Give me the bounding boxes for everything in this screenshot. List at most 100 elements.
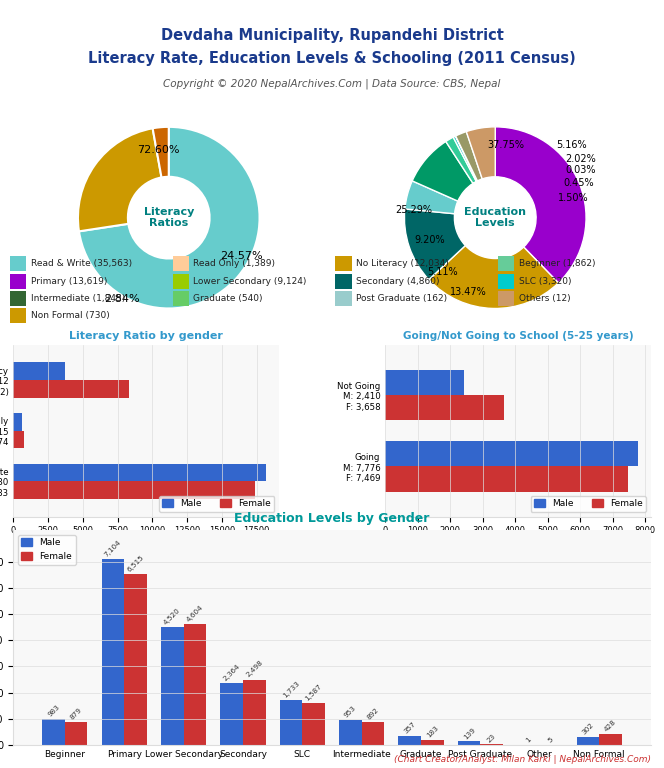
Text: 23: 23 (486, 733, 497, 743)
Text: 953: 953 (343, 705, 357, 719)
Bar (385, 395, 504, 420)
Wedge shape (412, 141, 473, 201)
Bar (173, 257, 189, 271)
Bar (65, 722, 88, 745)
Text: 983: 983 (46, 704, 60, 718)
Wedge shape (429, 246, 558, 309)
Text: 6,515: 6,515 (126, 554, 145, 573)
Text: 1.50%: 1.50% (558, 193, 589, 203)
Bar (398, 736, 421, 745)
Bar (243, 680, 266, 745)
Wedge shape (456, 136, 477, 181)
Text: 13.47%: 13.47% (450, 287, 486, 297)
Text: 1: 1 (525, 737, 533, 744)
Wedge shape (405, 181, 458, 214)
Text: Secondary (4,860): Secondary (4,860) (356, 276, 440, 286)
Text: 183: 183 (426, 725, 440, 739)
Text: 302: 302 (581, 722, 595, 736)
Text: Post Graduate (162): Post Graduate (162) (356, 294, 447, 303)
Wedge shape (79, 127, 260, 309)
Bar (576, 737, 599, 745)
Text: Copyright © 2020 NepalArchives.Com | Data Source: CBS, Nepal: Copyright © 2020 NepalArchives.Com | Dat… (163, 78, 501, 89)
Wedge shape (456, 131, 482, 181)
Bar (335, 273, 351, 289)
Bar (421, 740, 444, 745)
Bar (10, 308, 26, 323)
Text: Beginner (1,862): Beginner (1,862) (519, 260, 595, 268)
Bar (102, 559, 124, 745)
Text: 5.11%: 5.11% (427, 267, 458, 277)
Text: Devdaha Municipality, Rupandehi District: Devdaha Municipality, Rupandehi District (161, 28, 503, 44)
Bar (280, 700, 302, 745)
Bar (173, 273, 189, 289)
Text: 428: 428 (604, 719, 618, 733)
Bar (302, 703, 325, 745)
Text: SLC (3,320): SLC (3,320) (519, 276, 571, 286)
Bar (458, 741, 481, 745)
Legend: Male, Female: Male, Female (159, 495, 274, 512)
Title: Going/Not Going to School (5-25 years): Going/Not Going to School (5-25 years) (402, 331, 633, 341)
Text: 7,104: 7,104 (104, 539, 122, 558)
Bar (335, 291, 351, 306)
Wedge shape (78, 128, 161, 231)
Text: Education
Levels: Education Levels (464, 207, 527, 228)
Text: 2,364: 2,364 (222, 663, 241, 682)
Text: Read & Write (35,563): Read & Write (35,563) (31, 260, 132, 268)
Bar (10, 257, 26, 271)
Bar (385, 466, 628, 492)
Text: 0.45%: 0.45% (564, 178, 594, 188)
Bar (10, 273, 26, 289)
Wedge shape (153, 127, 169, 177)
Legend: Male, Female: Male, Female (531, 495, 646, 512)
Text: 4,604: 4,604 (185, 604, 205, 624)
Bar (13, 413, 22, 431)
Bar (13, 431, 24, 449)
Text: (Chart Creator/Analyst: Milan Karki | NepalArchives.Com): (Chart Creator/Analyst: Milan Karki | Ne… (394, 755, 651, 764)
Bar (335, 257, 351, 271)
Text: Read Only (1,389): Read Only (1,389) (193, 260, 276, 268)
Text: 357: 357 (403, 720, 417, 734)
Legend: Male, Female: Male, Female (18, 535, 76, 564)
Text: 4,520: 4,520 (163, 607, 182, 626)
Bar (173, 291, 189, 306)
Bar (13, 482, 255, 499)
Bar (124, 574, 147, 745)
Text: 139: 139 (462, 727, 476, 740)
Bar (10, 291, 26, 306)
Bar (13, 362, 65, 380)
Bar (220, 683, 243, 745)
Text: Intermediate (1,845): Intermediate (1,845) (31, 294, 125, 303)
Bar (498, 291, 514, 306)
Text: 1,733: 1,733 (282, 680, 301, 699)
Bar (362, 722, 384, 745)
Text: 2.02%: 2.02% (565, 154, 596, 164)
Text: 5.16%: 5.16% (556, 140, 587, 150)
Wedge shape (454, 136, 477, 181)
Text: Literacy
Ratios: Literacy Ratios (143, 207, 194, 228)
Text: Graduate (540): Graduate (540) (193, 294, 263, 303)
Text: Others (12): Others (12) (519, 294, 570, 303)
Text: 9.20%: 9.20% (414, 235, 445, 245)
Bar (161, 627, 183, 745)
Text: 72.60%: 72.60% (137, 144, 179, 154)
Text: No Literacy (12,034): No Literacy (12,034) (356, 260, 449, 268)
Bar (13, 464, 266, 482)
Text: 37.75%: 37.75% (487, 140, 525, 150)
Bar (498, 273, 514, 289)
Bar (385, 370, 463, 395)
Text: Lower Secondary (9,124): Lower Secondary (9,124) (193, 276, 307, 286)
Bar (339, 720, 362, 745)
Text: 25.29%: 25.29% (395, 205, 432, 215)
Bar (13, 380, 129, 398)
Wedge shape (404, 209, 465, 280)
Wedge shape (446, 137, 476, 184)
Text: 892: 892 (366, 707, 380, 720)
Text: Non Formal (730): Non Formal (730) (31, 311, 110, 320)
Wedge shape (495, 127, 586, 283)
Text: 5: 5 (547, 737, 555, 743)
Text: 2.84%: 2.84% (104, 294, 139, 304)
Text: 879: 879 (69, 707, 83, 721)
Title: Literacy Ratio by gender: Literacy Ratio by gender (69, 331, 223, 341)
Bar (498, 257, 514, 271)
Bar (42, 719, 65, 745)
